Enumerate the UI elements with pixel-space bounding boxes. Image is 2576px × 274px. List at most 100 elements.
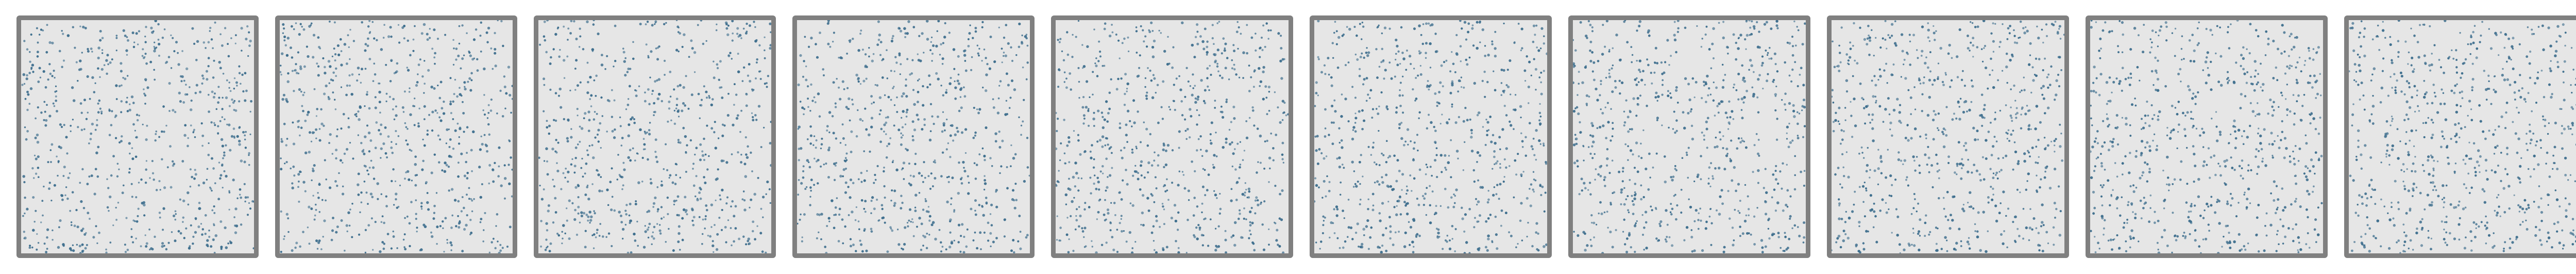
dot xyxy=(670,119,672,122)
dot xyxy=(857,178,860,181)
dot xyxy=(663,59,666,62)
dot xyxy=(204,214,207,217)
dot xyxy=(681,109,684,112)
dot xyxy=(574,208,577,212)
dot xyxy=(105,251,108,253)
dot xyxy=(328,186,332,189)
dot xyxy=(1722,250,1725,253)
dot xyxy=(1417,149,1419,152)
dot xyxy=(212,167,215,170)
dot xyxy=(1447,206,1450,209)
dot xyxy=(1120,215,1123,217)
dot xyxy=(374,73,377,76)
dot xyxy=(803,213,806,216)
dot xyxy=(1968,108,1971,112)
dot xyxy=(1788,122,1790,125)
dot xyxy=(1670,55,1672,57)
dot xyxy=(1741,64,1744,67)
dot xyxy=(924,200,927,202)
dot xyxy=(833,162,836,166)
dot xyxy=(1636,77,1638,79)
dot xyxy=(1322,215,1325,218)
dot xyxy=(885,121,888,124)
dot xyxy=(804,188,807,190)
dot xyxy=(1333,99,1336,102)
dot xyxy=(1244,194,1246,197)
dot xyxy=(1282,251,1285,253)
dot xyxy=(758,44,761,47)
dot xyxy=(1729,158,1731,160)
dot xyxy=(743,208,747,212)
dot xyxy=(622,51,625,54)
dot xyxy=(460,67,462,70)
dot xyxy=(1691,77,1694,80)
dot xyxy=(246,214,249,216)
dot xyxy=(1656,62,1659,65)
dot xyxy=(989,35,992,39)
dot xyxy=(859,33,862,35)
dot xyxy=(998,146,1002,149)
dot xyxy=(802,176,805,179)
dot xyxy=(1493,150,1496,153)
dot xyxy=(1093,182,1095,185)
dot xyxy=(128,168,131,170)
dot xyxy=(914,163,917,166)
dot xyxy=(1623,203,1626,206)
dot xyxy=(36,27,38,29)
dot xyxy=(212,47,214,50)
dot xyxy=(860,29,862,32)
dot xyxy=(511,98,513,100)
dot xyxy=(1088,206,1091,208)
dot xyxy=(1150,21,1153,24)
dot xyxy=(574,68,577,70)
dot xyxy=(1083,208,1086,211)
dot xyxy=(546,160,549,163)
dot xyxy=(30,68,32,70)
dot xyxy=(457,162,460,164)
dot xyxy=(702,42,705,45)
dot xyxy=(89,138,92,140)
dot xyxy=(1243,150,1246,152)
dot xyxy=(1388,61,1391,64)
dot xyxy=(348,74,351,77)
dot xyxy=(449,103,452,106)
dot xyxy=(1023,99,1025,101)
dot xyxy=(230,37,232,39)
dot xyxy=(1173,100,1175,103)
dot xyxy=(1688,98,1691,102)
dot xyxy=(130,228,133,230)
dot xyxy=(132,45,135,49)
dot xyxy=(685,170,687,173)
dot xyxy=(1645,167,1648,171)
dot xyxy=(820,238,822,240)
dot xyxy=(543,188,545,190)
dot xyxy=(1543,70,1545,72)
dot xyxy=(460,152,463,155)
dot xyxy=(384,152,387,155)
dot xyxy=(1687,147,1690,149)
dot xyxy=(1661,72,1664,75)
dot xyxy=(1461,206,1463,209)
dot xyxy=(1140,223,1142,226)
dot xyxy=(21,84,24,86)
dot xyxy=(1425,57,1427,59)
dot xyxy=(577,196,580,199)
dot xyxy=(1505,147,1508,150)
dot xyxy=(1239,141,1241,143)
dot xyxy=(646,131,649,134)
dot xyxy=(703,137,705,140)
dot xyxy=(145,245,148,248)
dot xyxy=(1764,168,1767,170)
dot xyxy=(392,235,395,238)
dot xyxy=(1577,112,1580,116)
dot xyxy=(1476,46,1479,50)
dot xyxy=(94,168,97,171)
dot xyxy=(1573,81,1574,84)
dot xyxy=(1104,144,1107,147)
dot xyxy=(834,206,837,209)
dot xyxy=(449,100,452,103)
dot xyxy=(96,242,98,245)
dot xyxy=(110,124,113,126)
dot xyxy=(1242,77,1244,79)
dot xyxy=(1152,225,1155,228)
